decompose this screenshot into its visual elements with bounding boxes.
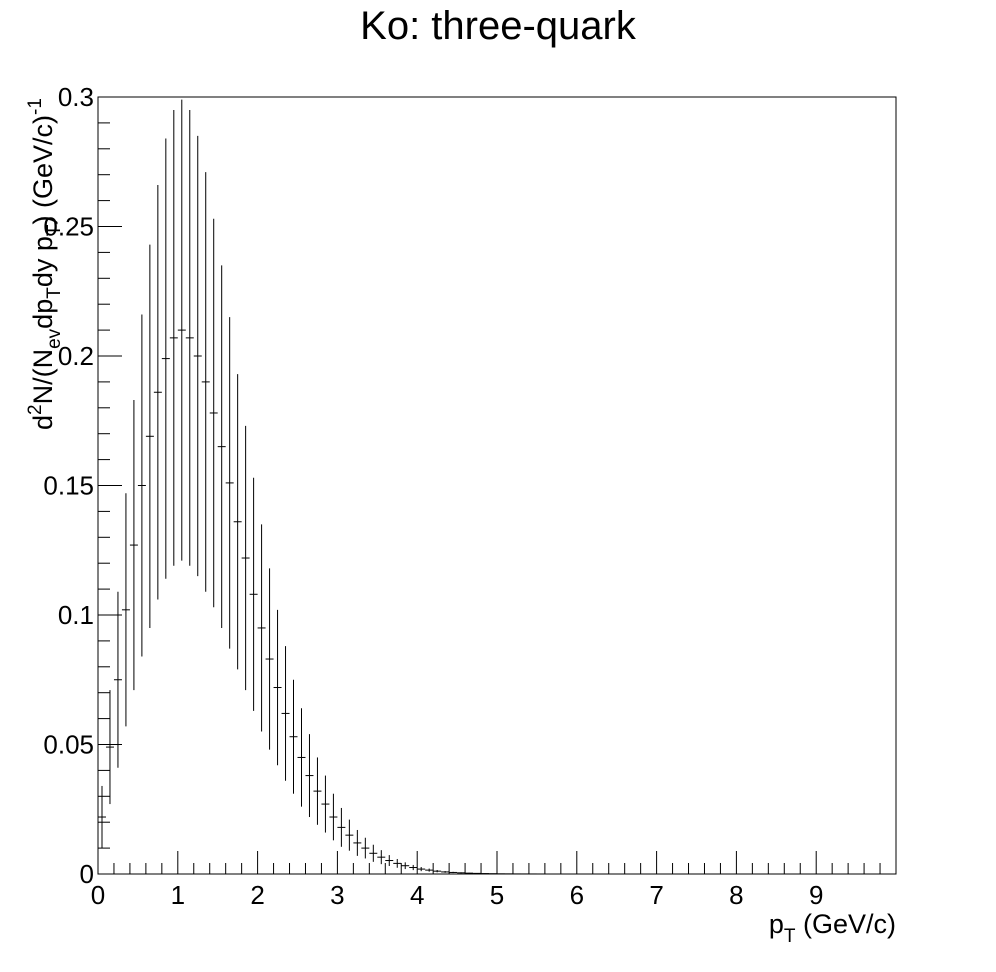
data-point (305, 734, 314, 818)
data-point (417, 867, 426, 872)
data-point (193, 135, 202, 577)
y-axis-label: d2N/(NevdpTdy pT) (GeV/c)-1 (25, 98, 65, 430)
data-point (129, 400, 138, 691)
y-tick-label: 0.15 (43, 471, 94, 501)
x-tick-label: 9 (809, 880, 823, 910)
x-tick-label: 5 (490, 880, 504, 910)
data-point (433, 869, 442, 873)
x-tick-label: 7 (649, 880, 663, 910)
data-point (241, 425, 250, 691)
x-axis-ticks (97, 851, 897, 874)
x-tick-label: 2 (250, 880, 264, 910)
data-point (297, 708, 306, 807)
data-point (273, 609, 282, 766)
data-point (161, 138, 170, 579)
data-point (289, 679, 298, 794)
data-point (105, 690, 114, 805)
data-point (98, 785, 106, 849)
y-tick-label: 0.1 (58, 600, 94, 630)
data-point (385, 855, 394, 866)
data-point (369, 844, 378, 862)
x-tick-label: 1 (171, 880, 185, 910)
data-point (113, 591, 122, 768)
y-tick-label: 0 (80, 859, 94, 889)
data-point (393, 858, 402, 868)
data-point (321, 775, 330, 833)
data-point (217, 265, 226, 628)
data-point (457, 872, 466, 874)
data-point (345, 819, 354, 851)
data-point (409, 864, 418, 871)
data-point (153, 185, 162, 600)
y-axis-tick-labels: 0 0.05 0.1 0.15 0.2 0.25 0.3 (43, 82, 94, 889)
plot-frame (97, 96, 897, 875)
data-point (201, 172, 210, 592)
data-point (329, 793, 338, 841)
data-point (401, 862, 410, 870)
data-point (185, 109, 194, 566)
data-point (361, 837, 370, 859)
data-point (465, 872, 474, 874)
x-axis-tick-labels: 0 1 2 3 4 5 6 7 8 9 (91, 880, 824, 910)
data-point (233, 374, 242, 670)
data-point (425, 868, 434, 872)
data-point (137, 314, 146, 657)
data-points (98, 99, 545, 875)
data-point (441, 871, 450, 873)
x-tick-label: 3 (330, 880, 344, 910)
data-point (337, 807, 346, 847)
data-point (121, 493, 130, 727)
data-point (209, 218, 218, 608)
y-tick-label: 0.2 (58, 341, 94, 371)
data-point (249, 477, 258, 711)
data-point (449, 871, 458, 874)
y-tick-label: 0.25 (43, 212, 94, 242)
data-point (265, 568, 274, 750)
data-point (145, 244, 154, 628)
data-point (257, 524, 266, 732)
data-point (169, 109, 178, 566)
y-tick-label: 0.3 (58, 82, 94, 112)
data-point (225, 317, 234, 649)
data-point (353, 829, 362, 856)
data-point (313, 757, 322, 825)
data-point (473, 872, 482, 874)
x-tick-label: 0 (91, 880, 105, 910)
data-point (281, 646, 290, 781)
y-tick-label: 0.05 (43, 730, 94, 760)
data-point (177, 99, 186, 561)
x-tick-label: 4 (410, 880, 424, 910)
x-tick-label: 8 (729, 880, 743, 910)
x-tick-label: 6 (570, 880, 584, 910)
data-point (377, 850, 386, 865)
chart-title: Ko: three-quark (360, 4, 636, 48)
x-axis-label: pT (GeV/c) (769, 909, 896, 947)
